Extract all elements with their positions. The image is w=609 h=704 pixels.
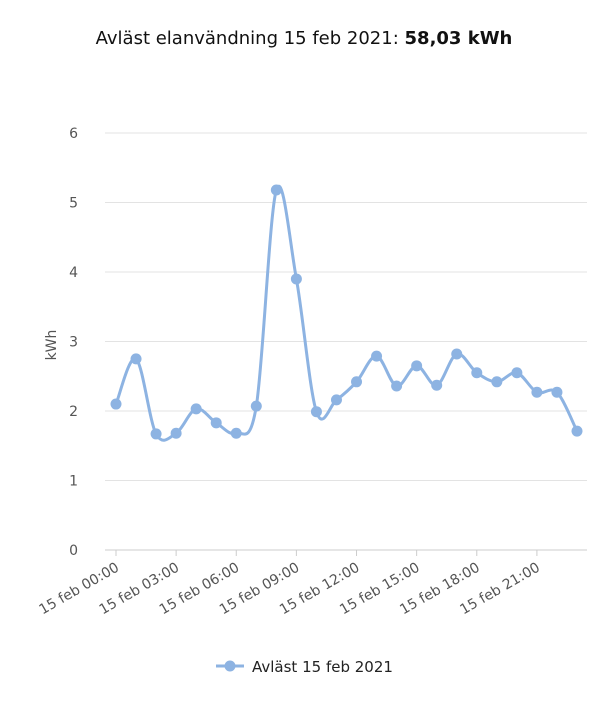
y-tick-label: 2	[69, 404, 78, 420]
data-point	[190, 403, 202, 415]
y-tick-label: 4	[69, 265, 78, 281]
data-point	[170, 427, 182, 439]
y-tick-label: 1	[69, 474, 78, 490]
series-line	[114, 185, 579, 442]
y-axis-label: kWh	[44, 330, 60, 361]
data-point	[411, 360, 423, 372]
title-text: Avläst elanvändning 15 feb 2021:	[96, 28, 399, 49]
data-point	[310, 406, 322, 418]
chart-title: Avläst elanvändning 15 feb 2021: 58,03 k…	[96, 28, 513, 49]
y-tick-label: 3	[69, 335, 78, 351]
data-point	[130, 353, 142, 365]
data-point	[571, 425, 583, 437]
y-tick-label: 5	[69, 196, 78, 212]
data-point	[451, 348, 463, 360]
data-point	[110, 398, 122, 410]
data-point	[471, 367, 483, 379]
data-point	[270, 184, 282, 196]
data-point	[351, 376, 363, 388]
y-tick-label: 0	[69, 543, 78, 559]
data-point	[491, 376, 503, 388]
legend-label: Avläst 15 feb 2021	[252, 658, 393, 676]
data-point	[210, 417, 222, 429]
data-point	[511, 367, 523, 379]
data-point	[290, 273, 302, 285]
y-tick-label: 6	[69, 126, 78, 142]
legend-marker	[224, 660, 236, 672]
data-point	[391, 380, 403, 392]
data-point	[150, 428, 162, 440]
data-point	[330, 394, 342, 406]
data-point	[431, 379, 443, 391]
data-point	[531, 386, 543, 398]
data-point	[371, 350, 383, 362]
data-point	[551, 386, 563, 398]
data-point	[250, 400, 262, 412]
data-point	[230, 427, 242, 439]
title-value: 58,03 kWh	[405, 28, 513, 49]
